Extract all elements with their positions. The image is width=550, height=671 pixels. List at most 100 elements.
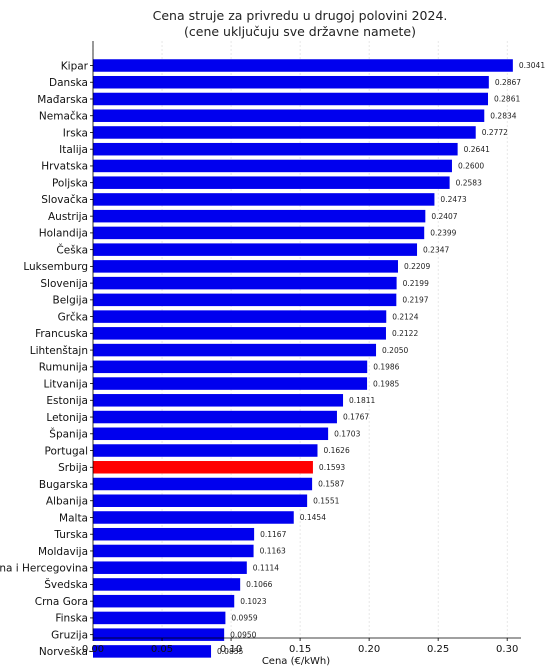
- bar: [93, 494, 308, 507]
- bar: [93, 477, 313, 491]
- category-label: Estonija: [46, 395, 88, 407]
- category-labels: Kipar Danska Mađarska Nemačka Irska Italija Hr…: [0, 60, 89, 658]
- bar: [93, 226, 425, 240]
- category-label: Kipar: [61, 60, 89, 72]
- value-label: 0.0959: [231, 614, 257, 623]
- value-label: 0.2867: [495, 78, 521, 87]
- x-tick-label: 0.10: [220, 644, 242, 655]
- value-label: 0.2641: [464, 145, 490, 154]
- category-label: Italija: [59, 144, 88, 156]
- value-label: 0.2407: [431, 212, 457, 221]
- category-label: Albanija: [46, 496, 88, 508]
- value-label: 0.1066: [246, 580, 272, 589]
- value-label: 0.2600: [458, 162, 484, 171]
- value-label: 0.1454: [300, 513, 326, 522]
- value-label: 0.2399: [430, 229, 456, 238]
- bar: [93, 511, 294, 524]
- bar: [93, 427, 329, 441]
- category-label: Litvanija: [44, 378, 88, 390]
- value-label: 0.2583: [456, 178, 482, 187]
- bar: [93, 310, 387, 323]
- value-label: 0.2834: [490, 111, 516, 120]
- category-label: Holandija: [39, 228, 88, 240]
- value-label: 0.1703: [334, 429, 360, 438]
- axes: [90, 41, 521, 652]
- category-label: Malta: [59, 512, 88, 524]
- bar: [93, 92, 489, 106]
- x-tick-label: 0.20: [358, 644, 380, 655]
- value-label: 0.0950: [230, 630, 256, 639]
- x-tick-labels: 0.00 0.05 0.10 0.15 0.20 0.25 0.30: [82, 644, 518, 655]
- category-label: Gruzija: [51, 629, 88, 641]
- category-label: Bosna i Hercegovina: [0, 563, 88, 575]
- value-label: 0.2347: [423, 245, 449, 254]
- value-label: 0.2197: [402, 296, 428, 305]
- value-label: 0.3041: [519, 61, 545, 70]
- bar: [93, 126, 476, 139]
- category-label: Lihtenštajn: [30, 345, 88, 357]
- x-tick-label: 0.25: [427, 644, 449, 655]
- bar: [93, 159, 452, 173]
- category-label: Slovenija: [40, 278, 88, 290]
- bar: [93, 243, 418, 256]
- x-tick-label: 0.05: [151, 644, 173, 655]
- category-label: Bugarska: [39, 479, 88, 491]
- category-label: Francuska: [35, 328, 88, 340]
- category-label: Nemačka: [39, 111, 88, 123]
- bar: [93, 276, 397, 290]
- bar: [93, 594, 235, 608]
- bar: [93, 410, 337, 424]
- bar: [93, 75, 489, 89]
- category-label: Norveška: [39, 646, 88, 658]
- category-label: Danska: [49, 77, 88, 89]
- bar: [93, 527, 255, 541]
- category-label: Portugal: [45, 445, 89, 457]
- value-label: 0.0855: [217, 647, 243, 656]
- category-label: Slovačka: [41, 194, 88, 206]
- value-label: 0.2772: [482, 128, 508, 137]
- category-label: Finska: [55, 613, 88, 625]
- bar: [93, 628, 225, 641]
- value-label: 0.1811: [349, 396, 375, 405]
- category-label: Mađarska: [37, 94, 88, 106]
- value-label: 0.2050: [382, 346, 408, 355]
- bar: [93, 611, 226, 625]
- category-label: Španija: [49, 428, 88, 441]
- chart-subtitle: (cene uključuju sve državne namete): [184, 24, 416, 39]
- bar: [93, 176, 450, 189]
- x-tick-label: 0.30: [496, 644, 518, 655]
- category-label: Letonija: [46, 412, 88, 424]
- bar: [93, 109, 485, 122]
- bar: [93, 209, 426, 223]
- x-tick-label: 0.15: [289, 644, 311, 655]
- bar: [93, 578, 241, 591]
- value-labels: 0.3041 0.2867 0.2861 0.2834 0.2772 0.2641 0.26…: [217, 61, 545, 656]
- value-label: 0.1023: [240, 597, 266, 606]
- value-label: 0.2122: [392, 329, 418, 338]
- value-label: 0.1986: [373, 363, 399, 372]
- category-label: Češka: [56, 243, 88, 256]
- bar: [93, 645, 212, 658]
- category-label: Irska: [63, 127, 88, 139]
- value-label: 0.1551: [313, 496, 339, 505]
- value-label: 0.1167: [260, 530, 286, 539]
- value-label: 0.2124: [392, 312, 418, 321]
- category-label: Luksemburg: [23, 261, 88, 273]
- value-label: 0.1985: [373, 379, 399, 388]
- value-label: 0.1587: [318, 480, 344, 489]
- value-label: 0.1114: [253, 563, 279, 572]
- bar-highlight: [93, 461, 313, 474]
- bar: [93, 193, 435, 206]
- bar: [93, 544, 254, 558]
- value-label: 0.2199: [403, 279, 429, 288]
- x-axis-label: Cena (€/kWh): [262, 656, 330, 667]
- category-label: Rumunija: [39, 362, 88, 374]
- bar: [93, 260, 398, 273]
- category-label: Moldavija: [38, 546, 88, 558]
- bar: [93, 394, 344, 407]
- bar: [93, 327, 386, 340]
- category-label: Grčka: [58, 311, 88, 323]
- bar: [93, 444, 318, 457]
- category-label: Austrija: [48, 211, 88, 223]
- value-label: 0.2861: [494, 95, 520, 104]
